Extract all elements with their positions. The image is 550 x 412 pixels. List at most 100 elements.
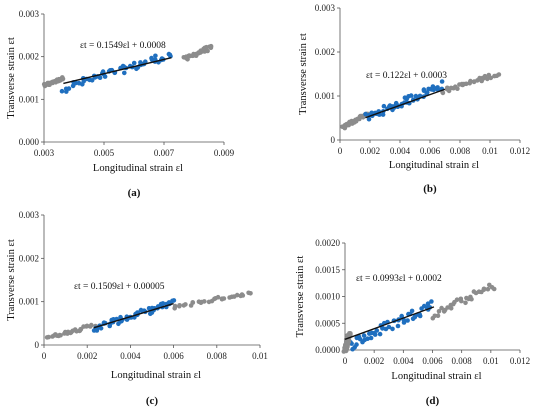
data-point xyxy=(172,303,178,309)
x-axis-title: Longitudinal strain εl xyxy=(389,160,479,171)
data-point xyxy=(408,93,414,98)
y-axis-title: Transverse strain εt xyxy=(298,33,309,115)
data-point xyxy=(66,86,72,91)
data-point xyxy=(488,75,494,81)
data-point xyxy=(468,78,473,84)
data-point xyxy=(417,312,423,317)
x-tick-label: 0 xyxy=(42,351,47,361)
data-point xyxy=(46,334,51,340)
data-point xyxy=(496,72,502,77)
data-point xyxy=(177,303,182,308)
data-point xyxy=(485,76,490,82)
x-tick-label: 0.01 xyxy=(252,351,268,361)
data-point xyxy=(481,286,487,292)
y-tick-label: 0.000 xyxy=(19,137,40,147)
y-tick-label: 0 xyxy=(35,340,40,350)
data-point xyxy=(153,53,158,59)
data-point xyxy=(248,291,253,296)
data-point xyxy=(190,300,196,305)
x-tick-label: 0.002 xyxy=(360,146,380,156)
data-point xyxy=(432,313,438,319)
y-tick-label: 0.001 xyxy=(315,91,335,101)
data-point xyxy=(448,306,454,311)
data-point xyxy=(386,324,392,330)
x-tick-label: 0.004 xyxy=(120,351,141,361)
y-tick-label: 0.003 xyxy=(19,9,40,19)
chart-panel-b: 0 0.002 0.004 0.006 0.008 0.01 0.012 0 0.001 0.00… xyxy=(298,3,530,195)
data-point xyxy=(58,333,63,338)
data-point xyxy=(143,59,148,64)
data-point xyxy=(100,69,106,74)
y-axis-title: Transverse strain εt xyxy=(6,239,17,321)
data-point xyxy=(72,81,77,86)
trend-line xyxy=(63,56,172,85)
y-tick-label: 0.0015 xyxy=(315,265,340,275)
chart-panel-d: 0 0.002 0.004 0.006 0.008 0.01 0.012 0.0000 0.00… xyxy=(295,238,530,407)
x-tick-label: 0.012 xyxy=(510,146,530,156)
y-tick-label: 0.0005 xyxy=(315,318,340,328)
y-tick-label: 0.0010 xyxy=(315,292,340,302)
trend-line xyxy=(344,306,435,340)
data-point xyxy=(102,74,108,79)
trend-line xyxy=(93,302,174,329)
x-tick-label: 0.009 xyxy=(214,148,235,158)
data-point xyxy=(454,297,460,303)
data-point xyxy=(347,332,352,338)
data-point xyxy=(395,323,401,329)
fit-equation: εt = 0.1509εl + 0.00005 xyxy=(74,282,165,292)
y-tick-label: 0.001 xyxy=(19,94,39,104)
data-point xyxy=(234,292,240,298)
y-tick-label: 0.0000 xyxy=(315,345,340,355)
data-point xyxy=(374,328,380,333)
fit-equation: εt = 0.122εl + 0.0003 xyxy=(366,71,447,81)
panel-label: (a) xyxy=(128,187,141,199)
x-tick-label: 0.004 xyxy=(390,146,411,156)
data-point xyxy=(393,100,399,106)
x-tick-label: 0.003 xyxy=(34,148,55,158)
data-point xyxy=(41,81,47,87)
x-tick-label: 0 xyxy=(338,146,343,156)
x-tick-label: 0.006 xyxy=(422,356,443,366)
data-point xyxy=(491,286,497,292)
data-point xyxy=(464,81,469,87)
x-axis-title: Longitudinal strain εl xyxy=(111,370,201,381)
x-tick-label: 0.006 xyxy=(163,351,184,361)
y-tick-label: 0.002 xyxy=(19,52,39,62)
x-tick-label: 0.005 xyxy=(94,148,115,158)
data-point xyxy=(361,333,367,338)
data-point xyxy=(405,318,410,323)
data-point xyxy=(60,76,66,82)
data-point xyxy=(89,78,95,83)
y-tick-label: 0.003 xyxy=(315,3,336,13)
data-point xyxy=(89,322,94,328)
data-point xyxy=(160,301,166,306)
panel-label: (d) xyxy=(426,395,440,407)
data-point xyxy=(208,43,214,49)
data-point xyxy=(363,111,368,117)
chart-panel-c: 0 0.002 0.004 0.006 0.008 0.01 0 0.001 0.002 0.00… xyxy=(6,210,268,407)
fit-equation: εt = 0.1549εl + 0.0008 xyxy=(80,41,166,51)
y-tick-label: 0.0020 xyxy=(315,238,340,248)
data-point xyxy=(429,299,434,304)
y-axis-title: Transverse strain εt xyxy=(295,256,306,338)
data-point xyxy=(381,103,387,109)
x-tick-label: 0.008 xyxy=(207,351,228,361)
x-tick-label: 0.002 xyxy=(364,356,384,366)
y-tick-label: 0.002 xyxy=(19,253,39,263)
fit-equation: εt = 0.0993εl + 0.0002 xyxy=(356,274,442,284)
data-point xyxy=(368,335,374,341)
data-point xyxy=(221,296,227,301)
x-tick-label: 0.01 xyxy=(482,146,498,156)
data-point xyxy=(425,301,431,307)
x-axis-title: Longitudinal strain εl xyxy=(93,163,183,174)
x-tick-label: 0.008 xyxy=(450,146,471,156)
data-point xyxy=(390,326,395,332)
data-point xyxy=(59,88,65,94)
panel-label: (b) xyxy=(423,183,437,195)
data-point xyxy=(436,309,442,314)
x-tick-label: 0.008 xyxy=(452,356,473,366)
x-axis-title: Longitudinal strain εl xyxy=(391,371,481,382)
x-tick-label: 0.004 xyxy=(393,356,414,366)
y-tick-label: 0.003 xyxy=(19,210,40,220)
